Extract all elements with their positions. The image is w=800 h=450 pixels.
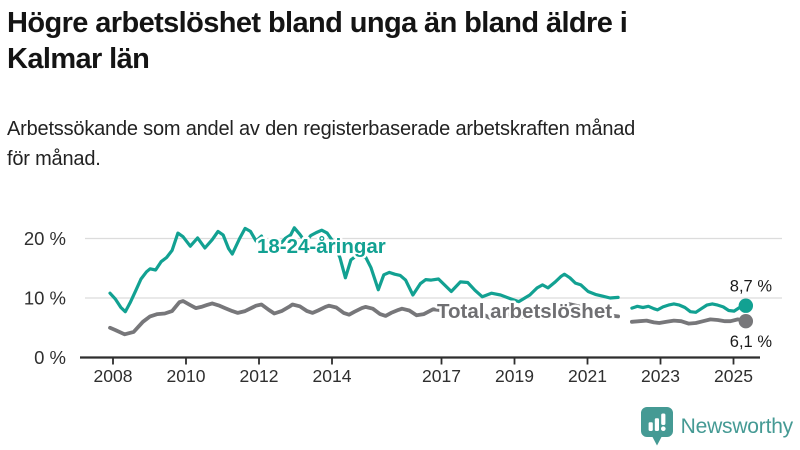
page-title-line-2: Kalmar län <box>7 43 150 75</box>
newsworthy-logo[interactable]: Newsworthy <box>640 406 793 447</box>
x-axis-tick-label: 2019 <box>495 366 534 386</box>
x-axis-tick-label: 2014 <box>313 366 352 386</box>
x-axis-tick-label: 2017 <box>422 366 461 386</box>
series-label: 18-24-åringar <box>257 235 386 258</box>
x-axis-tick-label: 2021 <box>568 366 607 386</box>
y-axis-tick-label: 20 % <box>24 228 66 249</box>
x-axis-tick-label: 2010 <box>167 366 206 386</box>
newsworthy-brand-name: Newsworthy <box>680 414 794 438</box>
series-label: Total arbetslöshet <box>437 300 612 323</box>
series-end-value-label: 6,1 % <box>730 333 773 351</box>
series-line <box>108 299 620 337</box>
x-axis-tick-label: 2025 <box>714 366 753 386</box>
series-end-dot <box>738 298 754 313</box>
series-line <box>108 226 620 314</box>
series-line <box>630 302 748 314</box>
newsworthy-bubble-chart-icon <box>640 407 673 446</box>
x-axis-tick-label: 2023 <box>641 366 680 386</box>
series-end-value-label: 8,7 % <box>730 278 773 296</box>
x-axis-tick-label: 2012 <box>240 366 279 386</box>
chart-subtitle-line-1: Arbetssökande som andel av den registerb… <box>7 118 636 140</box>
page-title: Högre arbetslöshet bland unga än bland ä… <box>7 5 793 77</box>
y-axis-tick-label: 10 % <box>24 288 66 309</box>
page-title-line-1: Högre arbetslöshet bland unga än bland ä… <box>7 7 628 39</box>
series-end-dot <box>738 314 754 329</box>
series-line <box>630 317 748 326</box>
chart-subtitle-line-2: för månad. <box>7 148 101 170</box>
x-axis-tick-label: 2008 <box>94 366 133 386</box>
y-axis-tick-label: 0 % <box>34 347 66 368</box>
chart-subtitle: Arbetssökande som andel av den registerb… <box>7 114 793 174</box>
